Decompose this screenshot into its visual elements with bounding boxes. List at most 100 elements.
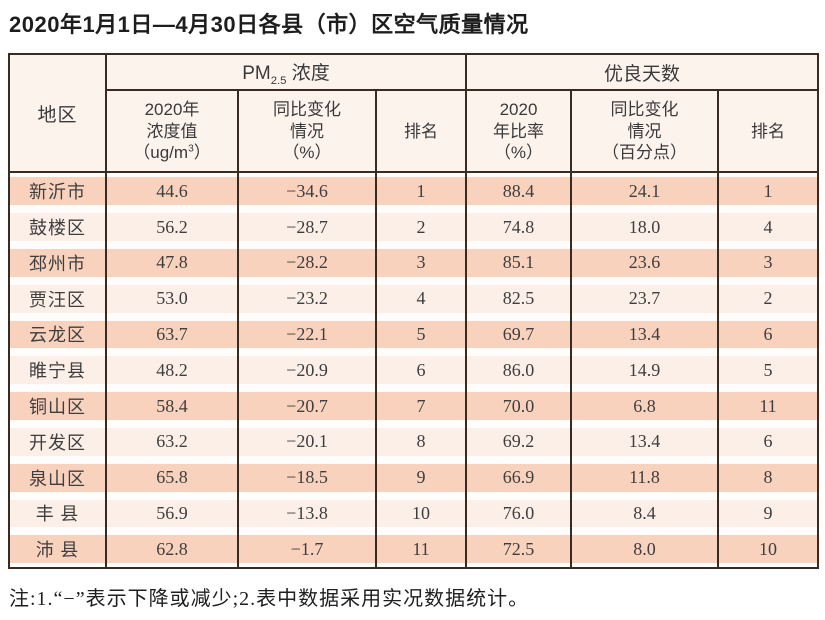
good-change-header-line3: （百分点） [602, 143, 687, 163]
table-row: 贾汪区 53.0 −23.2 4 82.5 23.7 2 [8, 280, 820, 317]
pm-change-cell: −1.7 [237, 531, 377, 569]
pm-change-cell: −28.7 [237, 209, 377, 245]
table-row: 睢宁县 48.2 −20.9 6 86.0 14.9 5 [8, 352, 820, 389]
pm-change-cell: −20.9 [237, 352, 377, 389]
region-cell: 邳州市 [8, 244, 107, 281]
pm-rank-cell: 3 [375, 244, 467, 281]
good-rank-cell: 6 [716, 423, 820, 460]
col-header-good-rate: 2020 年比率 （%） [465, 89, 572, 174]
pm-change-header-line3: （%） [282, 143, 332, 163]
pm-value-cell: 53.0 [105, 280, 239, 317]
pm-change-cell: −20.7 [237, 388, 377, 424]
good-rate-header-line2: 年比率 [493, 121, 544, 141]
pm-unit-prefix: （ug/m [133, 143, 189, 163]
region-cell: 沛 县 [8, 531, 107, 569]
good-change-cell: 8.0 [570, 531, 719, 569]
region-cell: 丰 县 [8, 495, 107, 532]
pm25-label-suffix: 浓度 [286, 62, 330, 84]
col-header-pm-change: 同比变化 情况 （%） [237, 89, 377, 174]
good-change-header-line1: 同比变化 [610, 99, 679, 119]
good-rank-cell: 8 [716, 459, 820, 496]
pm-value-cell: 56.2 [105, 209, 239, 245]
good-rate-cell: 74.8 [465, 209, 572, 245]
good-change-cell: 6.8 [570, 388, 719, 424]
pm25-label-prefix: PM [242, 62, 271, 84]
good-rank-cell: 11 [716, 388, 820, 424]
table-row: 新沂市 44.6 −34.6 1 88.4 24.1 1 [8, 172, 820, 210]
table-row: 丰 县 56.9 −13.8 10 76.0 8.4 9 [8, 495, 820, 532]
good-rate-cell: 70.0 [465, 388, 572, 424]
good-change-cell: 18.0 [570, 209, 719, 245]
pm-rank-cell: 1 [375, 172, 467, 210]
good-rate-header-line1: 2020 [499, 99, 538, 119]
table-row: 开发区 63.2 −20.1 8 69.2 13.4 6 [8, 423, 820, 460]
col-header-pm-value: 2020年 浓度值 （ug/m3） [105, 89, 239, 174]
group-header-row: 地区 PM2.5 浓度 优良天数 [8, 53, 820, 174]
pm-change-cell: −18.5 [237, 459, 377, 496]
col-header-region: 地区 [8, 53, 107, 174]
good-rank-cell: 6 [716, 316, 820, 353]
pm-rank-cell: 10 [375, 495, 467, 532]
col-header-pm-rank: 排名 [375, 89, 467, 174]
table-row: 沛 县 62.8 −1.7 11 72.5 8.0 10 [8, 531, 820, 569]
page-title: 2020年1月1日—4月30日各县（市）区空气质量情况 [9, 12, 529, 37]
col-header-good-rank: 排名 [716, 89, 820, 174]
region-cell: 贾汪区 [8, 280, 107, 317]
good-rank-cell: 2 [716, 280, 820, 317]
pm-rank-cell: 4 [375, 280, 467, 317]
pm-change-cell: −23.2 [237, 280, 377, 317]
pm-rank-cell: 7 [375, 388, 467, 424]
pm-value-cell: 63.7 [105, 316, 239, 353]
good-rate-cell: 66.9 [465, 459, 572, 496]
pm-rank-cell: 2 [375, 209, 467, 245]
table-row: 邳州市 47.8 −28.2 3 85.1 23.6 3 [8, 244, 820, 281]
pm-value-cell: 65.8 [105, 459, 239, 496]
good-rate-cell: 69.2 [465, 423, 572, 460]
good-change-cell: 8.4 [570, 495, 719, 532]
table-header: 地区 PM2.5 浓度 优良天数 2020年 浓度值 （ug/m3） 同比变化 … [8, 53, 820, 174]
region-cell: 睢宁县 [8, 352, 107, 389]
region-cell: 开发区 [8, 423, 107, 460]
good-rank-cell: 1 [716, 172, 820, 210]
pm-value-cell: 63.2 [105, 423, 239, 460]
pm-rank-cell: 11 [375, 531, 467, 569]
pm-rank-cell: 5 [375, 316, 467, 353]
region-cell: 云龙区 [8, 316, 107, 353]
good-change-cell: 24.1 [570, 172, 719, 210]
pm-value-cell: 47.8 [105, 244, 239, 281]
col-group-good-days: 优良天数 [464, 53, 820, 92]
good-change-cell: 13.4 [570, 423, 719, 460]
pm-rank-cell: 8 [375, 423, 467, 460]
pm25-label-subscript: 2.5 [270, 74, 287, 87]
pm-change-cell: −13.8 [237, 495, 377, 532]
pm-value-cell: 56.9 [105, 495, 239, 532]
table-row: 云龙区 63.7 −22.1 5 69.7 13.4 6 [8, 316, 820, 353]
pm-change-cell: −22.1 [237, 316, 377, 353]
good-rank-cell: 4 [716, 209, 820, 245]
col-header-good-change: 同比变化 情况 （百分点） [570, 89, 719, 174]
pm-unit-superscript: 3 [188, 143, 194, 155]
pm-change-header-line2: 情况 [290, 121, 324, 141]
pm-value-header-unit: （ug/m3） [107, 142, 237, 164]
pm-value-cell: 58.4 [105, 388, 239, 424]
region-cell: 鼓楼区 [8, 209, 107, 245]
pm-unit-suffix: ） [193, 143, 211, 163]
col-group-pm25: PM2.5 浓度 [105, 53, 467, 92]
pm-change-header-line1: 同比变化 [273, 99, 341, 119]
good-rate-cell: 72.5 [465, 531, 572, 569]
region-cell: 泉山区 [8, 459, 107, 496]
good-change-cell: 23.6 [570, 244, 719, 281]
pm-value-cell: 62.8 [105, 531, 239, 569]
good-change-cell: 23.7 [570, 280, 719, 317]
good-rate-cell: 69.7 [465, 316, 572, 353]
region-cell: 新沂市 [8, 172, 107, 210]
good-change-cell: 14.9 [570, 352, 719, 389]
good-rank-cell: 9 [716, 495, 820, 532]
good-change-cell: 11.8 [570, 459, 719, 496]
pm-change-cell: −34.6 [237, 172, 377, 210]
good-rank-cell: 3 [716, 244, 820, 281]
good-rate-cell: 85.1 [465, 244, 572, 281]
region-cell: 铜山区 [8, 388, 107, 424]
good-rate-cell: 88.4 [465, 172, 572, 210]
